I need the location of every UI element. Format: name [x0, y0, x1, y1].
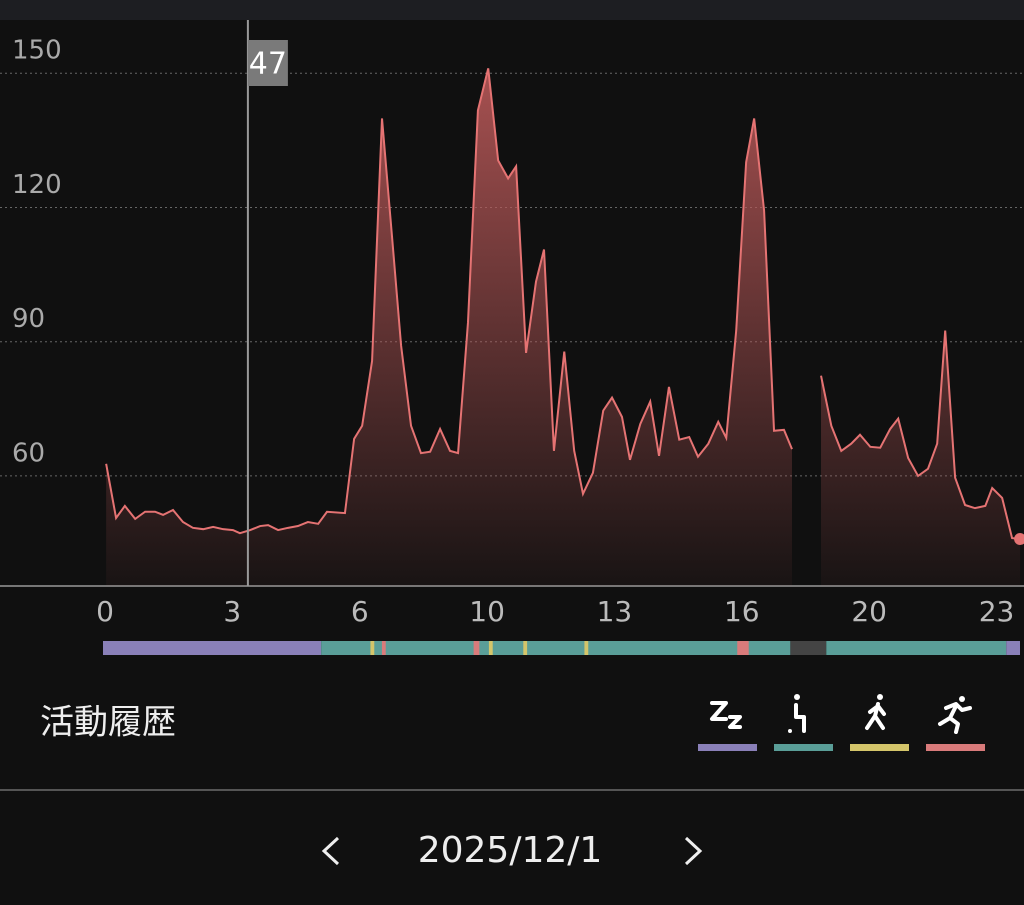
legend-bar [926, 744, 985, 751]
run-icon [959, 696, 965, 702]
walk-icon [865, 702, 886, 730]
activity-segment [826, 641, 1007, 655]
activity-segment [1006, 641, 1020, 655]
run-icon [938, 702, 972, 734]
sleep-icon [710, 701, 742, 729]
line [105, 68, 1021, 541]
activity-segment [737, 641, 749, 655]
activity-segment [523, 641, 528, 655]
end-dot [1014, 533, 1024, 546]
activity-segment [584, 641, 589, 655]
x-tick-label: 10 [469, 595, 505, 628]
legend-bar [774, 744, 833, 751]
activity-segment [321, 641, 791, 655]
activity-segment [381, 641, 386, 655]
legend-bars [698, 744, 985, 751]
x-tick-label: 0 [96, 595, 114, 628]
activity-segment [370, 641, 375, 655]
date-label: 2025/12/1 [418, 830, 603, 871]
cursor-label: 47 [249, 47, 287, 82]
y-tick-label: 120 [12, 170, 62, 200]
activity-segment [473, 641, 480, 655]
y-tick-label: 90 [12, 304, 45, 334]
legend-bar [698, 744, 757, 751]
activity-segment [103, 641, 322, 655]
x-tick-label: 3 [223, 595, 241, 628]
cursor-box [247, 40, 288, 86]
section-title: 活動履歴 [40, 703, 176, 743]
area-fill [106, 68, 1021, 587]
x-tick-label: 16 [724, 595, 760, 628]
chart: 60 90 120 150 0 3 6 10 13 16 20 23 47 [0, 20, 1024, 655]
top-bar [0, 0, 1024, 20]
y-tick-label: 60 [12, 438, 45, 468]
activity-segment [488, 641, 493, 655]
sit-icon [788, 703, 806, 733]
walk-icon [877, 694, 883, 700]
legend [710, 694, 972, 734]
x-tick-label: 20 [851, 595, 887, 628]
prev-button[interactable] [321, 836, 340, 866]
y-tick-label: 150 [12, 36, 62, 66]
x-tick-label: 13 [597, 595, 633, 628]
legend-bar [850, 744, 909, 751]
activity-segment [790, 641, 827, 655]
next-button[interactable] [684, 836, 703, 866]
x-tick-label: 23 [979, 595, 1015, 628]
sit-icon [794, 694, 800, 700]
x-tick-label: 6 [351, 595, 369, 628]
